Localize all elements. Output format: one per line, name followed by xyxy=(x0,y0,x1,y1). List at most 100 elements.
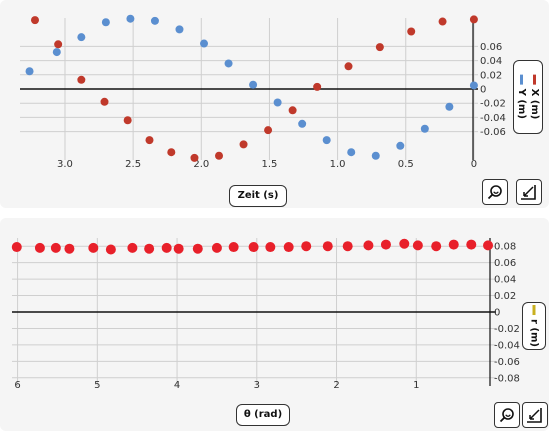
legend: r (m) xyxy=(522,302,546,350)
data-point xyxy=(466,239,477,250)
data-point xyxy=(283,242,294,253)
data-point xyxy=(228,242,239,253)
data-point xyxy=(50,242,61,253)
data-point xyxy=(52,48,61,57)
data-point xyxy=(322,241,333,252)
x-tick-label: 4 xyxy=(174,380,180,391)
data-point xyxy=(161,242,172,253)
chart-panel-radius-vs-angle: 1 2 3 4 5 6 0.08 0.06 0.04 0.02 0 -0.02 -0.04 -0.06 -0… xyxy=(0,218,549,431)
autoscale-button[interactable] xyxy=(516,179,542,205)
data-point xyxy=(431,241,442,252)
y-tick-label: 0 xyxy=(480,85,486,96)
data-point xyxy=(301,241,312,252)
x-tick-label: 3 xyxy=(254,380,260,391)
y-tick-label: 0.04 xyxy=(494,275,516,286)
zoom-icon xyxy=(499,408,514,423)
chart-panel-position-vs-time: 0 0.5 1.0 1.5 2.0 2.5 3.0 0.06 0.04 0.02 0 -0.02 -0.… xyxy=(0,0,549,208)
zoom-icon xyxy=(487,185,502,200)
data-point xyxy=(371,151,380,160)
y-tick-label: 0.04 xyxy=(480,56,502,67)
data-point xyxy=(167,148,176,157)
data-point xyxy=(469,15,478,24)
data-point xyxy=(469,81,478,90)
data-point xyxy=(412,240,423,251)
data-point xyxy=(54,40,63,49)
data-point xyxy=(25,67,34,76)
data-point xyxy=(175,25,184,34)
legend-item-r: r (m) xyxy=(529,305,540,347)
x-tick-label: 0.5 xyxy=(398,159,414,170)
data-point xyxy=(224,59,233,68)
data-point xyxy=(380,239,391,250)
y-tick-label: -0.06 xyxy=(480,127,506,138)
y-tick-label: -0.02 xyxy=(494,324,520,335)
data-point xyxy=(34,242,45,253)
legend-item-y: Y (m) xyxy=(516,74,527,120)
data-point xyxy=(101,18,110,27)
data-point xyxy=(123,116,132,125)
y-tick-label: -0.04 xyxy=(480,113,506,124)
data-point xyxy=(105,244,116,255)
data-point xyxy=(190,153,199,162)
x-tick-label: 1 xyxy=(413,380,419,391)
data-point xyxy=(126,14,135,23)
legend-item-x: X (m) xyxy=(529,74,540,119)
data-point xyxy=(483,240,494,251)
data-point xyxy=(344,62,353,71)
data-point xyxy=(127,242,138,253)
data-point xyxy=(448,239,459,250)
y-tick-label: 0.06 xyxy=(480,42,502,53)
legend-swatch-y xyxy=(520,74,523,85)
data-point xyxy=(215,151,224,160)
data-point xyxy=(64,243,75,254)
x-tick-label: 3.0 xyxy=(57,159,73,170)
data-point xyxy=(30,16,39,25)
data-point xyxy=(145,136,154,145)
data-point xyxy=(150,16,159,25)
scatter-plot-radius-vs-angle[interactable]: 1 2 3 4 5 6 0.08 0.06 0.04 0.02 0 -0.02 -0.04 -0.06 -0… xyxy=(0,218,549,431)
x-tick-label: 1.5 xyxy=(261,159,277,170)
data-point xyxy=(264,126,273,135)
data-point xyxy=(88,242,99,253)
y-tick-label: -0.06 xyxy=(494,357,520,368)
data-point xyxy=(249,80,258,89)
legend: X (m) Y (m) xyxy=(513,60,543,134)
data-point xyxy=(239,140,248,149)
data-point xyxy=(375,43,384,52)
data-point xyxy=(407,27,416,36)
y-tick-label: -0.08 xyxy=(494,373,520,384)
data-point xyxy=(399,238,410,249)
data-point xyxy=(420,124,429,133)
data-point xyxy=(342,241,353,252)
zoom-button[interactable] xyxy=(482,179,508,205)
autoscale-button[interactable] xyxy=(522,402,548,428)
x-tick-label: 6 xyxy=(14,380,20,391)
y-tick-label: 0.02 xyxy=(480,70,502,81)
data-point xyxy=(173,243,184,254)
x-tick-label: 5 xyxy=(94,380,100,391)
data-point xyxy=(445,102,454,111)
data-point xyxy=(298,119,307,128)
zoom-button[interactable] xyxy=(494,402,520,428)
legend-swatch-r xyxy=(532,305,536,316)
data-point xyxy=(347,148,356,157)
y-tick-label: 0.02 xyxy=(494,291,516,302)
data-point xyxy=(322,136,331,145)
x-axis-label: θ (rad) xyxy=(236,404,290,426)
autoscale-icon xyxy=(521,185,536,200)
scatter-plot-position-vs-time[interactable]: 0 0.5 1.0 1.5 2.0 2.5 3.0 0.06 0.04 0.02 0 -0.02 -0.… xyxy=(0,0,549,208)
x-tick-label: 0 xyxy=(471,159,477,170)
data-point xyxy=(100,97,109,106)
data-point xyxy=(438,17,447,26)
data-point xyxy=(144,243,155,254)
data-point xyxy=(11,242,22,253)
y-tick-label: 0 xyxy=(494,308,500,319)
data-point xyxy=(265,242,276,253)
data-point xyxy=(200,39,209,48)
legend-swatch-x xyxy=(533,74,536,85)
x-axis-label: Zeit (s) xyxy=(229,185,287,207)
x-tick-label: 2 xyxy=(333,380,339,391)
x-tick-label: 1.0 xyxy=(330,159,346,170)
data-point xyxy=(363,240,374,251)
data-point xyxy=(288,106,297,115)
